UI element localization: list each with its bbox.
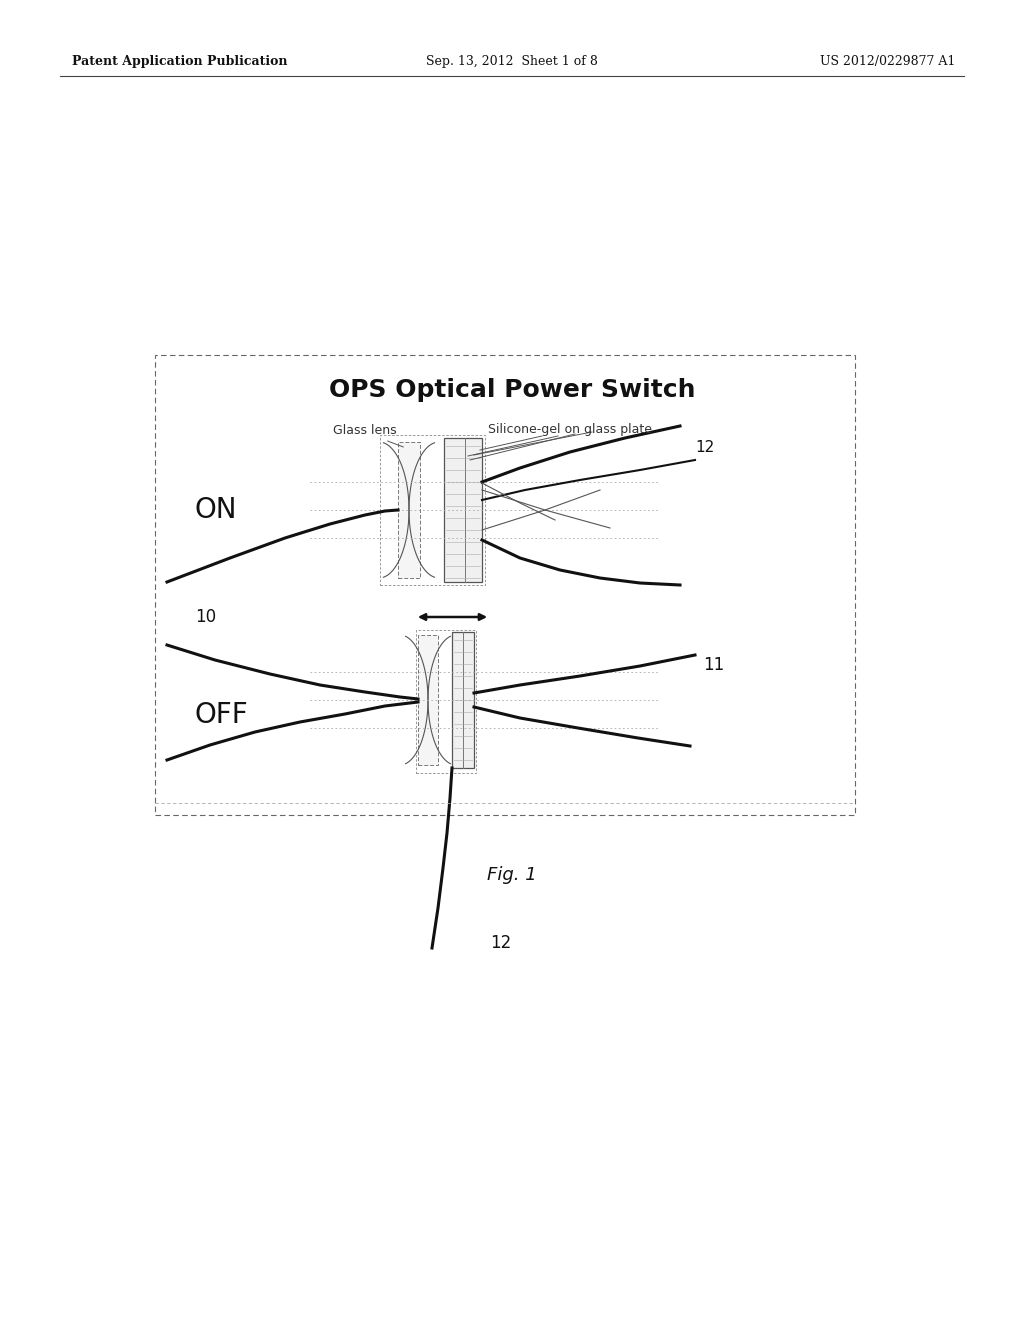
Bar	[416, 630, 476, 774]
Bar	[155, 355, 855, 814]
Text: OFF: OFF	[195, 701, 249, 729]
Text: Glass lens: Glass lens	[333, 424, 397, 437]
Bar	[452, 632, 474, 768]
Text: Sep. 13, 2012  Sheet 1 of 8: Sep. 13, 2012 Sheet 1 of 8	[426, 55, 598, 69]
Text: US 2012/0229877 A1: US 2012/0229877 A1	[819, 55, 955, 69]
Text: 10: 10	[195, 609, 216, 626]
Bar	[380, 436, 485, 585]
Text: 12: 12	[695, 441, 715, 455]
Text: 12: 12	[490, 935, 511, 952]
Bar	[398, 442, 420, 578]
Text: Silicone-gel on glass plate: Silicone-gel on glass plate	[488, 424, 652, 437]
Bar	[418, 635, 438, 766]
Text: OPS Optical Power Switch: OPS Optical Power Switch	[329, 378, 695, 403]
Text: ON: ON	[195, 496, 238, 524]
Text: 11: 11	[703, 656, 724, 675]
Text: Patent Application Publication: Patent Application Publication	[72, 55, 288, 69]
Text: Fig. 1: Fig. 1	[487, 866, 537, 884]
Bar	[444, 438, 482, 582]
